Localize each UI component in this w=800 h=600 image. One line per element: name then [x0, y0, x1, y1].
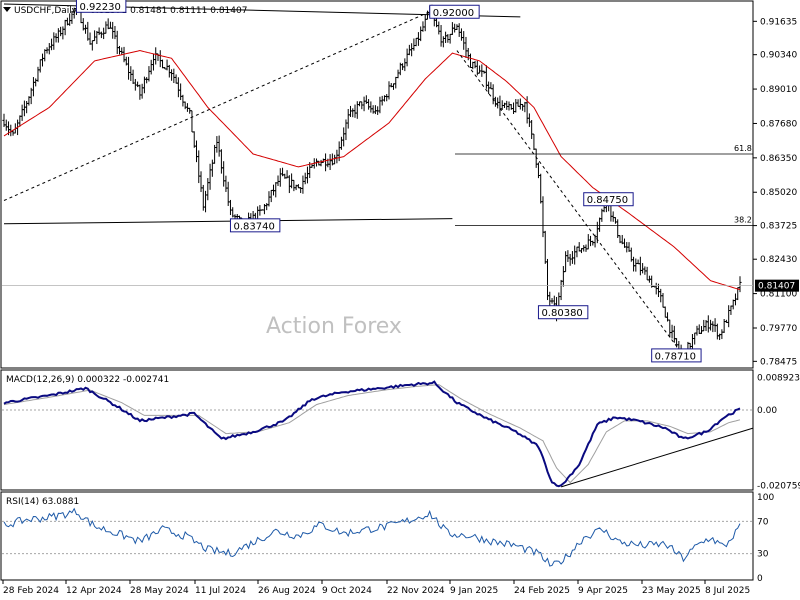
macd-panel-frame [0, 369, 754, 491]
svg-text:0.83740: 0.83740 [233, 221, 274, 232]
y-tick-label: 0.83725 [760, 222, 797, 232]
macd-trendline [560, 427, 754, 488]
symbol-label: USDCHF,Daily [14, 6, 78, 16]
x-tick-label: 26 Aug 2024 [258, 586, 316, 596]
macd-layer [2, 380, 754, 488]
x-tick-label: 11 Jul 2024 [195, 586, 246, 596]
rsi-label: RSI(14) 63.0881 [6, 497, 79, 507]
fib-level-label: 38.2 [734, 216, 752, 225]
y-tick-label: 0.90340 [760, 51, 797, 61]
rsi-line [3, 507, 741, 567]
x-tick-label: 9 Oct 2024 [322, 586, 372, 596]
y-tick-label: 0.91635 [760, 17, 797, 27]
macd-tick-label: 0.008923 [757, 374, 800, 384]
y-tick-label: 0.81100 [760, 290, 797, 300]
rsi-layer [2, 507, 753, 567]
x-tick-label: 8 Jul 2025 [705, 586, 750, 596]
price-annotation: 0.92000 [429, 4, 480, 19]
rsi-tick-label: 100 [757, 493, 774, 503]
macd-line [3, 380, 741, 488]
axis-layer: 0.91635 0.90340 0.89010 0.87680 0.86350 0.850… [2, 17, 800, 596]
price-annotation: 0.83740 [229, 218, 281, 233]
trendline [3, 218, 453, 225]
price-layer: 61.8 38.2 0.92230 0.92000 0.83740 0.84750 0.80… [2, 0, 753, 363]
rsi-panel-frame [0, 491, 754, 581]
price-annotation: 0.92230 [75, 0, 127, 13]
x-tick-label: 28 May 2024 [130, 586, 189, 596]
svg-text:0.92000: 0.92000 [433, 8, 474, 19]
fib-level-label: 61.8 [734, 144, 752, 153]
x-tick-label: 9 Jan 2025 [450, 586, 498, 596]
price-annotation: 0.84750 [583, 192, 634, 207]
macd-tick-label: 0.00 [757, 406, 777, 416]
x-tick-label: 28 Feb 2024 [3, 586, 59, 596]
chart-title: USDCHF,Daily 0.81371 0.81481 0.81111 0.8… [3, 6, 247, 16]
rsi-tick-label: 30 [757, 550, 769, 560]
y-tick-label: 0.87680 [760, 119, 797, 129]
watermark-text: Action Forex [266, 314, 402, 339]
svg-text:0.78710: 0.78710 [655, 351, 696, 362]
svg-text:0.80380: 0.80380 [541, 308, 582, 319]
x-tick-label: 23 May 2025 [642, 586, 701, 596]
last-price-marker: 0.81407 [755, 279, 799, 292]
y-tick-label: 0.86350 [760, 154, 797, 164]
price-annotation: 0.78710 [651, 348, 702, 363]
x-tick-label: 9 Apr 2025 [578, 586, 628, 596]
y-tick-label: 0.82430 [760, 255, 797, 265]
macd-signal-line [3, 384, 741, 484]
ohlc-label: 0.81371 0.81481 0.81111 0.81407 [90, 6, 247, 16]
svg-text:0.81407: 0.81407 [758, 282, 795, 292]
rsi-tick-label: 70 [757, 517, 769, 527]
y-tick-label: 0.85020 [760, 188, 797, 198]
x-tick-label: 12 Apr 2024 [66, 586, 122, 596]
dropdown-triangle-icon [3, 7, 11, 12]
y-tick-label: 0.89010 [760, 85, 797, 95]
svg-text:0.92230: 0.92230 [79, 2, 120, 13]
macd-tick-label: -0.020759 [757, 481, 800, 491]
x-tick-label: 24 Feb 2025 [514, 586, 570, 596]
y-tick-label: 0.79770 [760, 324, 797, 334]
y-tick-label: 0.78475 [760, 357, 797, 367]
rsi-tick-label: 0 [757, 574, 763, 584]
price-annotation: 0.80380 [537, 305, 589, 320]
macd-label: MACD(12,26,9) 0.000322 -0.002741 [6, 375, 169, 385]
x-tick-label: 22 Nov 2024 [387, 586, 445, 596]
price-panel-frame [0, 0, 754, 369]
svg-text:0.84750: 0.84750 [587, 195, 628, 206]
